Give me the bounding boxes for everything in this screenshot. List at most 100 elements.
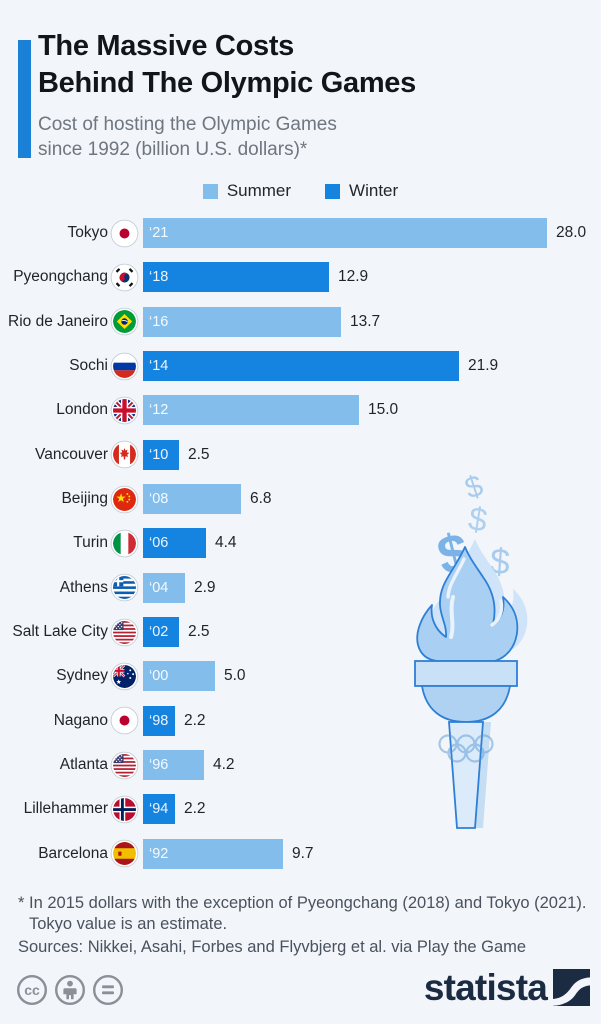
sources-line: Sources: Nikkei, Asahi, Forbes and Flyvb… [18,938,527,956]
chart-row: London ‘12 15.0 [0,388,601,432]
city-label: Vancouver [35,445,108,463]
chart-row: Sochi ‘14 21.9 [0,344,601,388]
year-label: ‘14 [149,358,169,375]
flag-icon-gb [113,398,136,422]
city-label: Sydney [56,667,108,685]
value-label: 2.9 [194,578,216,596]
chart-row: Atlanta ‘96 4.2 [0,743,601,787]
bar-winter: ‘14 [143,351,459,382]
value-label: 15.0 [368,401,399,419]
city-label: Rio de Janeiro [8,312,108,330]
chart-row: Athens ‘04 2.9 [0,566,601,610]
chart-legend: Summer Winter [0,181,601,201]
torch-handle [448,721,484,829]
value-label: 5.0 [224,667,246,685]
city-label: Athens [59,578,108,596]
city-label: Lillehammer [23,800,108,818]
subtitle-line-2: since 1992 (billion U.S. dollars)* [38,139,308,161]
olympic-rings-icon [438,734,494,763]
cc-license-icon [16,974,48,1006]
bar-winter: ‘06 [143,528,206,559]
flag-icon-jp [113,221,136,245]
chart-row: Sydney ‘00 5.0 [0,654,601,698]
city-label: Tokyo [67,224,109,242]
flag-icon-ru [113,354,136,378]
city-label: Nagano [53,711,108,729]
footnote-line-1: * In 2015 dollars with the exception of … [18,894,587,912]
chart-row: Vancouver ‘10 2.5 [0,433,601,477]
flag-icon-au [113,664,136,688]
chart-row: Pyeongchang ‘18 12.9 [0,255,601,299]
creative-commons-icons: cc [16,974,123,1006]
value-label: 2.5 [188,445,210,463]
torch-collar [414,660,518,687]
attribution-person-icon [63,980,77,1000]
year-label: ‘06 [149,535,169,552]
chart-row: Tokyo ‘21 28.0 [0,211,601,255]
value-label: 4.4 [215,534,237,552]
bar-summer: ‘12 [143,395,359,426]
flag-icon-kr [113,265,136,289]
cc-equals-icon [92,974,123,1006]
page-title: The Massive Costs Behind The Olympic Gam… [38,28,578,101]
bar-summer: ‘21 [143,218,547,249]
footnote-line-2: Tokyo value is an estimate. [29,915,228,934]
chart-row: Turin ‘06 4.4 [0,521,601,565]
flag-icon-us [113,753,136,777]
statista-wordmark: statista [423,967,548,1008]
bar-summer: ‘16 [143,306,341,337]
bar-summer: ‘08 [143,484,241,515]
title-accent-bar [18,40,31,158]
city-label: Salt Lake City [12,623,108,641]
year-label: ‘96 [149,757,169,774]
chart-row: Salt Lake City ‘02 2.5 [0,610,601,654]
bar-chart: Tokyo ‘21 28.0 Pyeongchang ‘18 12.9 Rio de Jan… [0,211,601,876]
summer-swatch-icon [202,183,218,199]
bar-winter: ‘94 [143,794,175,825]
legend-label-winter: Winter [349,181,399,200]
flag-icon-cn [113,487,136,511]
footnote: * In 2015 dollars with the exception of … [18,893,588,936]
flame-highlight [490,599,504,627]
city-label: Atlanta [59,756,108,774]
legend-item-summer: Summer [202,181,292,201]
bar-summer: ‘92 [143,838,283,869]
olympic-torch-illustration: $ $ $ $ [414,469,528,829]
dollar-sign-icon: $ [466,499,490,538]
city-label: Pyeongchang [13,268,108,286]
value-label: 13.7 [350,312,381,330]
legend-label-summer: Summer [226,181,292,200]
city-label: Turin [73,534,108,552]
flag-icon-no [113,797,136,821]
year-label: ‘04 [149,579,169,596]
year-label: ‘16 [149,313,169,330]
city-label: Barcelona [38,844,108,862]
city-label: Sochi [69,357,108,375]
flag-icon-gr [113,576,136,600]
value-label: 2.5 [188,623,210,641]
cc-attribution-icon [55,974,86,1006]
chart-row: Nagano ‘98 2.2 [0,699,601,743]
value-label: 6.8 [250,490,272,508]
year-label: ‘94 [149,801,169,818]
statista-logo-mark [553,969,590,1006]
bar-summer: ‘96 [143,750,204,781]
statista-logo: statista [424,969,590,1006]
flame-highlight [449,595,455,639]
flag-icon-us [113,620,136,644]
bar-winter: ‘98 [143,705,175,736]
bar-winter: ‘10 [143,439,179,470]
cc-text: cc [24,982,40,998]
year-label: ‘10 [149,446,169,463]
chart-row: Barcelona ‘92 9.7 [0,832,601,876]
year-label: ‘08 [149,491,169,508]
value-label: 12.9 [338,268,369,286]
bar-summer: ‘04 [143,572,185,603]
year-label: ‘92 [149,845,169,862]
chart-row: Rio de Janeiro ‘16 13.7 [0,300,601,344]
equals-icon [102,985,114,995]
year-label: ‘18 [149,269,169,286]
chart-row: Lillehammer ‘94 2.2 [0,787,601,831]
subtitle-line-1: Cost of hosting the Olympic Games [38,114,337,135]
winter-swatch-icon [325,183,341,199]
